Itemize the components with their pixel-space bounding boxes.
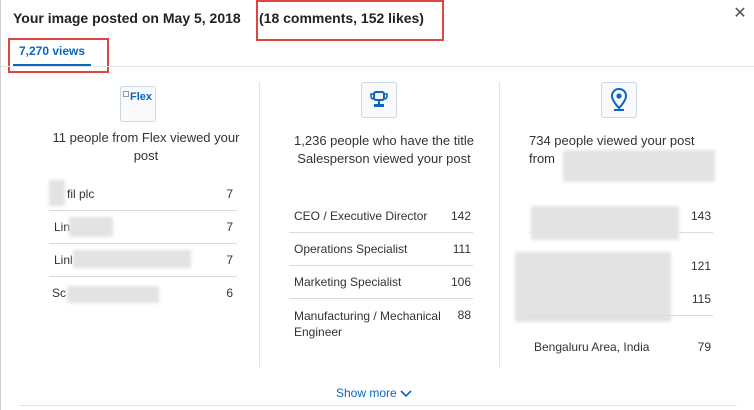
location-row-value: 115 xyxy=(691,292,711,306)
chevron-down-icon xyxy=(400,390,412,397)
company-row: fil plc 7 xyxy=(49,178,237,211)
location-heading: 734 people viewed your post from xyxy=(529,133,695,166)
company-row-value: 7 xyxy=(226,187,233,201)
title-row: CEO / Executive Director 142 xyxy=(289,200,473,233)
location-row: Bengaluru Area, India 79 xyxy=(529,331,713,364)
location-row: 143 xyxy=(529,200,713,240)
location-row-value: 143 xyxy=(690,209,711,223)
company-row-value: 7 xyxy=(226,220,233,234)
title-row-value: 142 xyxy=(450,209,471,223)
column-divider xyxy=(499,82,500,367)
company-logo: Flex xyxy=(120,86,156,122)
company-row-value: 6 xyxy=(226,286,233,300)
title-row-value: 88 xyxy=(457,308,471,322)
close-button[interactable]: ✕ xyxy=(733,5,747,22)
post-title: Your image posted on May 5, 2018 xyxy=(13,10,241,26)
title-row: Manufacturing / Mechanical Engineer 88 xyxy=(289,299,473,343)
title-row-label: CEO / Executive Director xyxy=(294,209,428,223)
column-divider xyxy=(259,82,260,367)
title-row-value: 111 xyxy=(452,242,471,256)
post-engagement-stats: (18 comments, 152 likes) xyxy=(259,10,424,26)
company-row: Lin 7 xyxy=(49,211,237,244)
title-row-value: 106 xyxy=(450,275,471,289)
location-row: 115 xyxy=(529,283,713,316)
redaction-blur xyxy=(49,180,65,206)
stats-highlight-box xyxy=(256,0,444,41)
company-row-label: fil plc xyxy=(67,187,95,201)
tab-divider xyxy=(1,66,754,67)
views-highlight-box xyxy=(8,38,109,73)
flex-logo-icon: Flex xyxy=(123,91,152,103)
title-row: Operations Specialist 111 xyxy=(289,233,473,266)
company-heading: 11 people from Flex viewed your post xyxy=(52,130,240,163)
location-row-value: 79 xyxy=(697,340,711,354)
location-row-label: Bengaluru Area, India xyxy=(534,340,650,354)
title-row: Marketing Specialist 106 xyxy=(289,266,473,299)
company-row: Sc 6 xyxy=(49,277,237,310)
company-row-value: 7 xyxy=(226,253,233,267)
redaction-blur xyxy=(73,250,191,268)
title-icon-box xyxy=(361,82,397,118)
redaction-blur xyxy=(531,206,679,240)
redaction-blur xyxy=(69,217,113,237)
location-pin-icon xyxy=(610,87,628,111)
show-more-label: Show more xyxy=(336,386,397,400)
location-row: 121 xyxy=(515,250,713,322)
show-more-button[interactable]: Show more xyxy=(336,386,412,400)
trophy-icon xyxy=(370,91,388,107)
title-row-label: Operations Specialist xyxy=(294,242,408,256)
company-row: Linl 7 xyxy=(49,244,237,277)
redaction-blur xyxy=(563,150,715,182)
location-icon-box xyxy=(601,82,637,118)
company-row-label: Linl xyxy=(54,253,73,267)
location-row-value: 121 xyxy=(690,259,711,273)
redaction-blur xyxy=(515,252,671,322)
footer-divider xyxy=(19,405,737,406)
tab-views[interactable]: 7,270 views xyxy=(13,44,92,66)
title-row-label: Marketing Specialist xyxy=(294,275,402,289)
company-row-label: Sc xyxy=(52,286,67,300)
company-row-label: Lin xyxy=(54,220,71,234)
title-row-label: Manufacturing / Mechanical Engineer xyxy=(294,309,441,339)
redaction-blur xyxy=(67,286,159,303)
title-heading: 1,236 people who have the title Salesper… xyxy=(294,133,474,166)
